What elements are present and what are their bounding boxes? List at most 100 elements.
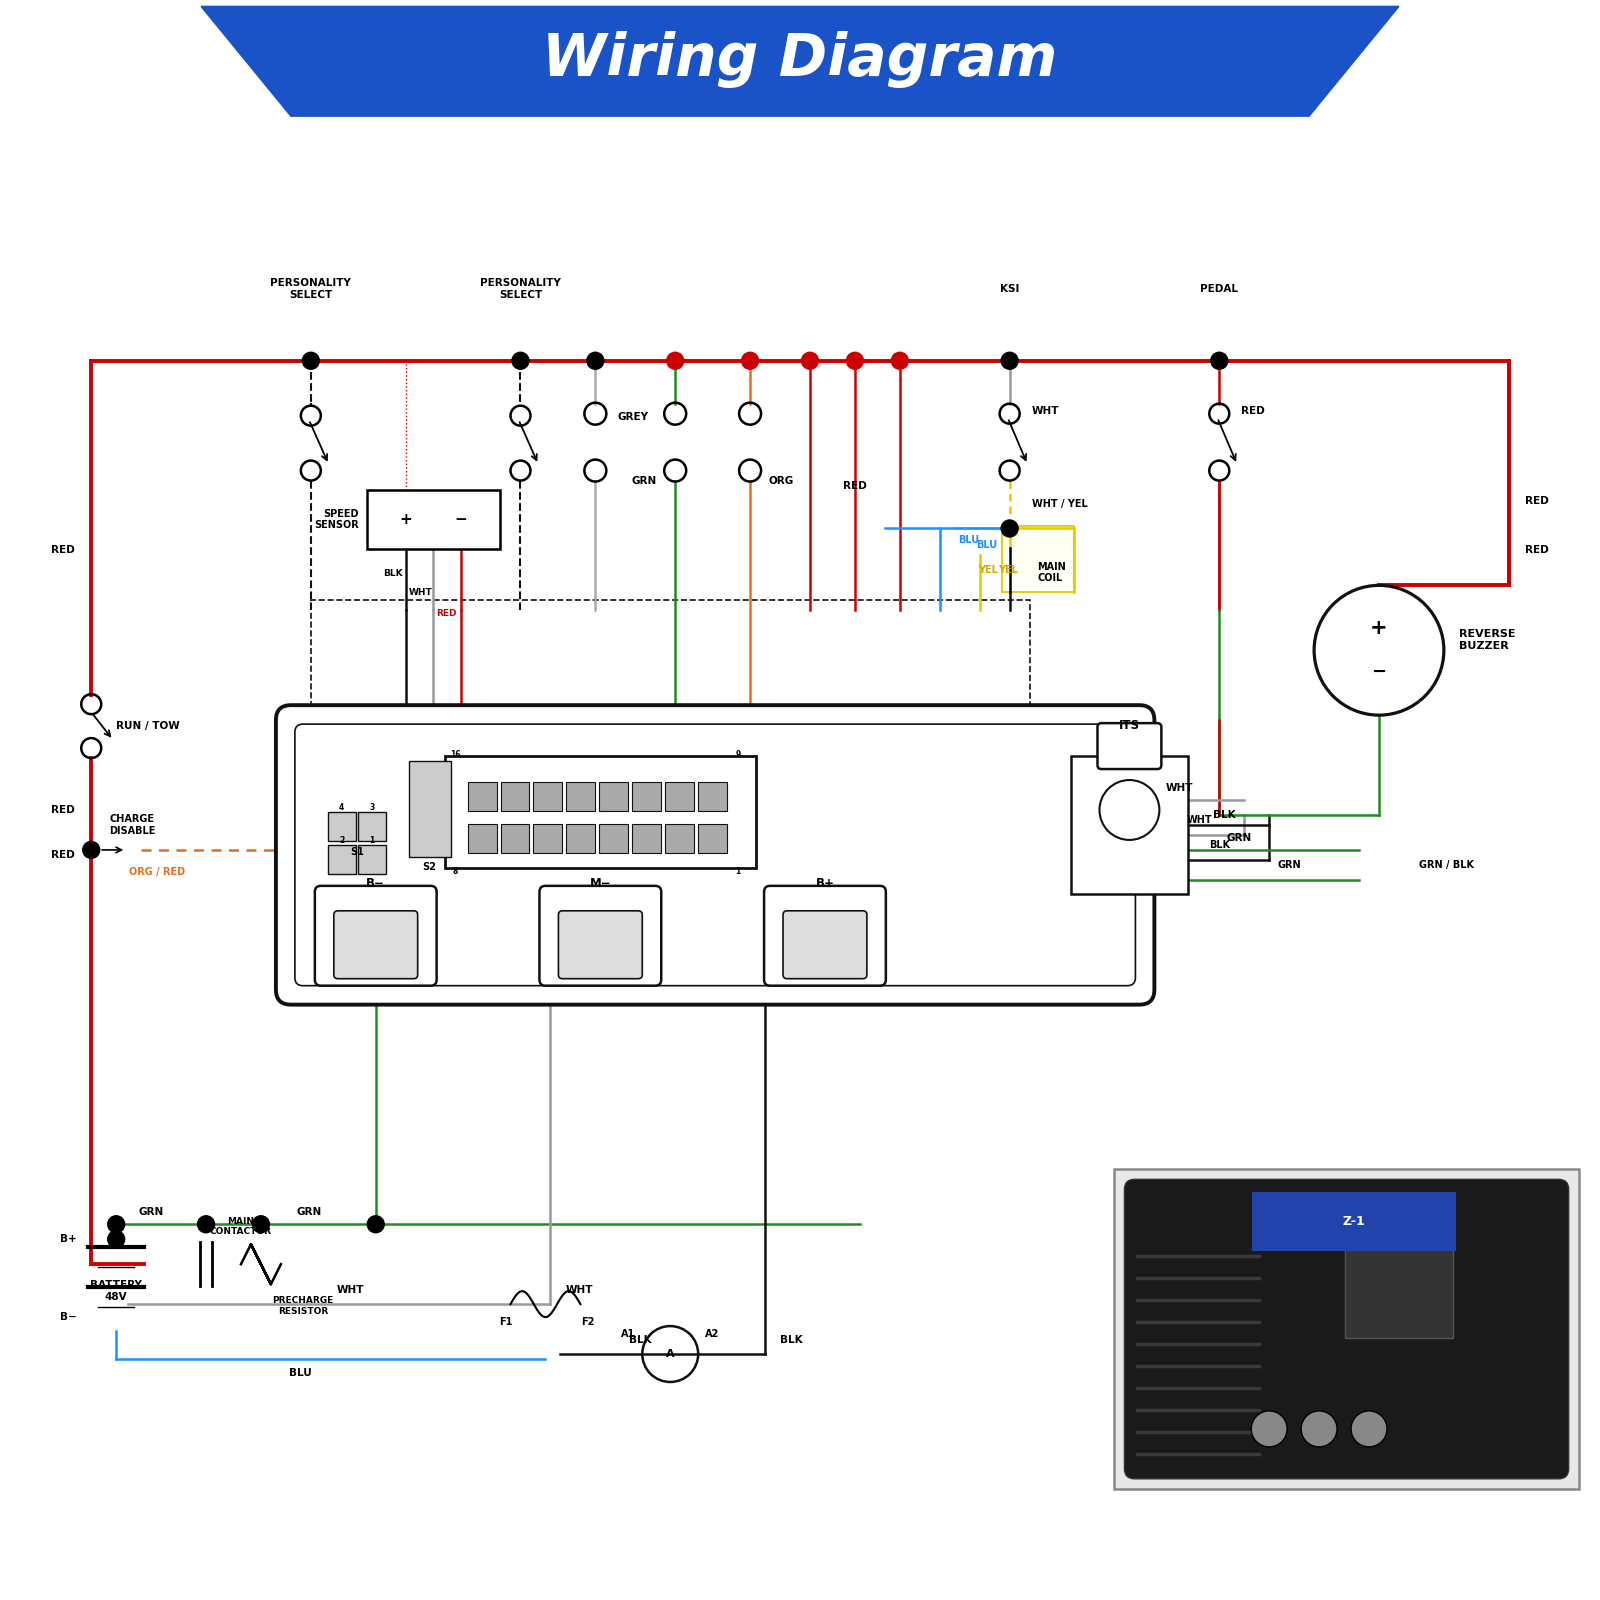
Text: 1: 1 — [370, 837, 374, 845]
Text: B+: B+ — [816, 877, 834, 890]
Text: MAIN
CONTACTOR: MAIN CONTACTOR — [210, 1216, 272, 1235]
Circle shape — [512, 352, 530, 370]
Text: 4: 4 — [339, 803, 344, 813]
FancyBboxPatch shape — [315, 886, 437, 986]
Text: BLK: BLK — [1208, 840, 1230, 850]
Circle shape — [1002, 520, 1018, 538]
Text: RED: RED — [51, 546, 75, 555]
Text: 16: 16 — [450, 749, 461, 758]
FancyBboxPatch shape — [501, 824, 530, 853]
Text: RED: RED — [51, 850, 75, 859]
Circle shape — [253, 1216, 269, 1232]
Text: RED: RED — [1525, 496, 1549, 506]
Circle shape — [846, 352, 864, 370]
Text: F1: F1 — [499, 1317, 512, 1326]
Text: WHT: WHT — [338, 1285, 365, 1294]
FancyBboxPatch shape — [698, 782, 726, 811]
Text: MAIN
COIL: MAIN COIL — [1037, 562, 1066, 582]
Text: M−: M− — [589, 877, 611, 890]
Text: BLU: BLU — [976, 541, 998, 550]
FancyBboxPatch shape — [632, 824, 661, 853]
Text: BLK: BLK — [781, 1334, 803, 1346]
Text: BLK: BLK — [382, 570, 402, 578]
FancyBboxPatch shape — [445, 757, 757, 867]
Text: GRN / BLK: GRN / BLK — [1419, 859, 1474, 870]
Text: A2: A2 — [706, 1330, 720, 1339]
Circle shape — [1002, 352, 1018, 370]
FancyBboxPatch shape — [501, 782, 530, 811]
Text: ITS: ITS — [1118, 718, 1139, 731]
Text: WHT: WHT — [1165, 782, 1194, 794]
FancyBboxPatch shape — [566, 824, 595, 853]
Circle shape — [107, 1230, 125, 1248]
FancyBboxPatch shape — [1253, 1192, 1456, 1251]
Circle shape — [107, 1216, 125, 1232]
Text: ORG: ORG — [768, 475, 794, 485]
Circle shape — [667, 352, 683, 370]
Text: KSI: KSI — [1000, 283, 1019, 294]
Text: YEL: YEL — [998, 565, 1018, 576]
Text: 8: 8 — [453, 867, 458, 877]
Text: ORG / RED: ORG / RED — [130, 867, 186, 877]
Text: 2: 2 — [339, 837, 344, 845]
FancyBboxPatch shape — [782, 910, 867, 979]
Text: RED: RED — [1242, 406, 1266, 416]
Text: 1: 1 — [736, 867, 741, 877]
Text: RED: RED — [435, 610, 456, 618]
Circle shape — [891, 352, 909, 370]
Text: B−: B− — [59, 1312, 77, 1322]
Text: 3: 3 — [370, 803, 374, 813]
Text: A1: A1 — [621, 1330, 635, 1339]
Text: PEDAL: PEDAL — [1200, 283, 1238, 294]
FancyBboxPatch shape — [1070, 757, 1189, 894]
FancyBboxPatch shape — [294, 725, 1136, 986]
FancyBboxPatch shape — [533, 782, 563, 811]
FancyBboxPatch shape — [334, 910, 418, 979]
FancyBboxPatch shape — [566, 782, 595, 811]
Text: B+: B+ — [59, 1234, 77, 1245]
Circle shape — [1301, 1411, 1338, 1446]
Circle shape — [83, 842, 99, 858]
FancyBboxPatch shape — [1125, 1179, 1568, 1478]
Text: GRN: GRN — [1277, 859, 1301, 870]
Circle shape — [197, 1216, 214, 1232]
Text: RED: RED — [843, 480, 867, 491]
FancyBboxPatch shape — [328, 845, 355, 874]
FancyBboxPatch shape — [666, 782, 694, 811]
Text: Wiring Diagram: Wiring Diagram — [542, 30, 1058, 88]
FancyBboxPatch shape — [558, 910, 642, 979]
FancyBboxPatch shape — [366, 490, 499, 549]
FancyBboxPatch shape — [1346, 1200, 1453, 1338]
Text: RUN / TOW: RUN / TOW — [117, 722, 179, 731]
Text: +: + — [1370, 618, 1387, 638]
Text: S2: S2 — [422, 862, 437, 872]
Text: GRN: GRN — [139, 1208, 163, 1218]
Text: WHT: WHT — [1187, 814, 1213, 826]
Circle shape — [1251, 1411, 1286, 1446]
FancyBboxPatch shape — [1098, 723, 1162, 770]
Text: Z-1: Z-1 — [1342, 1214, 1365, 1227]
FancyBboxPatch shape — [600, 782, 629, 811]
Text: F2: F2 — [581, 1317, 594, 1326]
Text: RED: RED — [1525, 546, 1549, 555]
FancyBboxPatch shape — [275, 706, 1154, 1005]
FancyBboxPatch shape — [358, 845, 386, 874]
FancyBboxPatch shape — [1115, 1170, 1579, 1490]
FancyBboxPatch shape — [666, 824, 694, 853]
Text: BLU: BLU — [958, 536, 979, 546]
FancyBboxPatch shape — [467, 824, 496, 853]
FancyBboxPatch shape — [632, 782, 661, 811]
Text: BLK: BLK — [1213, 810, 1235, 819]
Text: YEL: YEL — [978, 565, 998, 576]
Text: S1: S1 — [350, 846, 363, 858]
Text: WHT: WHT — [1032, 406, 1059, 416]
FancyBboxPatch shape — [698, 824, 726, 853]
FancyBboxPatch shape — [467, 782, 496, 811]
FancyBboxPatch shape — [600, 824, 629, 853]
Text: GRN: GRN — [632, 475, 658, 485]
Circle shape — [1350, 1411, 1387, 1446]
Text: SPEED
SENSOR: SPEED SENSOR — [314, 509, 358, 530]
Text: REVERSE
BUZZER: REVERSE BUZZER — [1459, 629, 1515, 651]
Text: GRN: GRN — [296, 1208, 322, 1218]
FancyBboxPatch shape — [358, 811, 386, 842]
